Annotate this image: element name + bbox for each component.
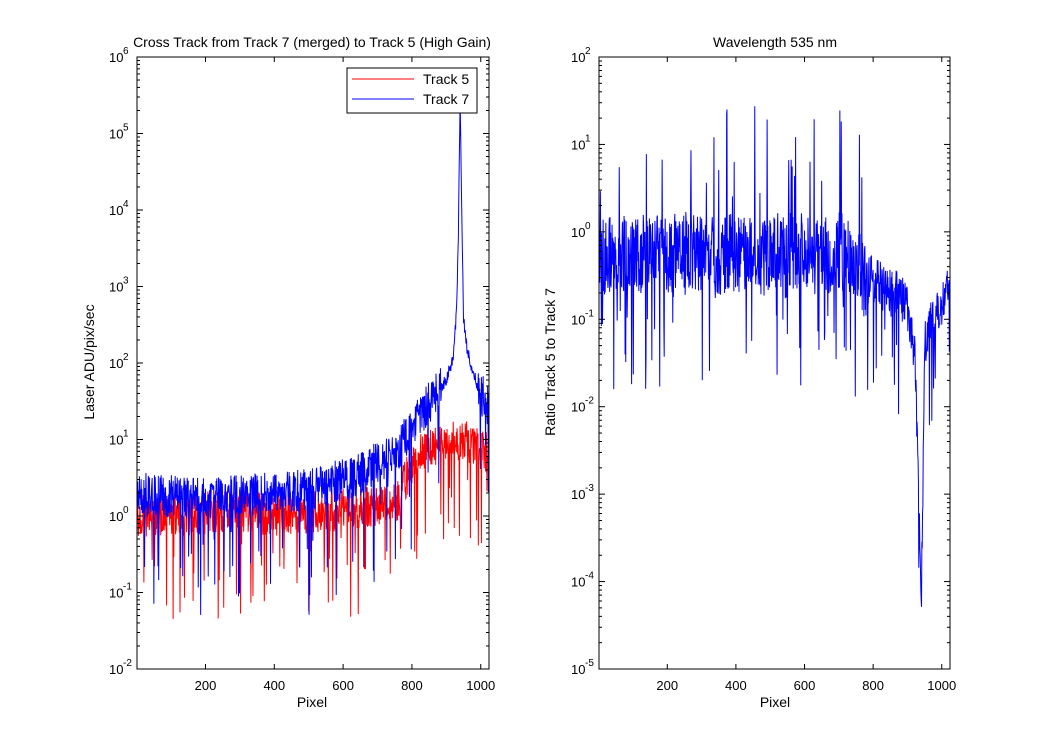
y-tick-label-base: 10: [109, 280, 123, 295]
x-tick-label: 1000: [466, 678, 495, 693]
right-chart-title: Wavelength 535 nm: [713, 34, 837, 50]
y-tick-label-base: 10: [571, 662, 585, 677]
y-tick-label-exponent: 0: [123, 505, 129, 516]
y-tick-label-exponent: 2: [585, 46, 591, 57]
x-tick-label: 600: [794, 678, 816, 693]
y-tick-label-exponent: 1: [123, 429, 129, 440]
y-tick-label-exponent: 4: [123, 199, 129, 210]
legend-label-track-7: Track 7: [423, 91, 469, 107]
y-tick-label-base: 10: [571, 225, 585, 240]
left-chart-legend: Track 5 Track 7: [346, 67, 478, 114]
left-chart-x-ticks: 200 400 600 800 1000: [195, 57, 495, 693]
y-tick-label-exponent: -1: [123, 582, 132, 593]
left-chart-x-axis-label: Pixel: [297, 694, 327, 710]
y-tick-label-exponent: -1: [585, 308, 594, 319]
y-tick-label-exponent: 2: [123, 352, 129, 363]
x-tick-label: 200: [195, 678, 217, 693]
y-tick-label-base: 10: [571, 137, 585, 152]
right-chart-axes-box: [598, 56, 951, 670]
y-tick-label-exponent: 0: [585, 221, 591, 232]
y-tick-label-exponent: -2: [123, 658, 132, 669]
series-line-track-7: [137, 96, 489, 615]
y-tick-label-exponent: 5: [123, 123, 129, 134]
y-tick-label-exponent: -3: [585, 483, 594, 494]
y-tick-label-base: 10: [109, 50, 123, 65]
y-tick-label-base: 10: [571, 575, 585, 590]
y-tick-label-base: 10: [571, 50, 585, 65]
right-chart: Wavelength 535 nm 200 400 600 800 1000 10 -51…: [542, 34, 956, 710]
y-tick-label-exponent: -2: [585, 396, 594, 407]
y-tick-label-exponent: -5: [585, 658, 594, 669]
right-chart-x-ticks: 200 400 600 800 1000: [656, 57, 956, 693]
right-chart-x-axis-label: Pixel: [760, 694, 790, 710]
left-chart-title: Cross Track from Track 7 (merged) to Tra…: [133, 34, 491, 50]
y-tick-label-exponent: 6: [123, 46, 129, 57]
legend-box: [346, 67, 478, 114]
x-tick-label: 1000: [927, 678, 956, 693]
y-tick-label-base: 10: [571, 487, 585, 502]
right-chart-plot-area: [599, 106, 950, 607]
y-tick-label-base: 10: [109, 127, 123, 142]
series-line-1-0: [599, 106, 950, 607]
left-chart-y-axis-label: Laser ADU/pix/sec: [81, 304, 97, 419]
y-tick-label-base: 10: [109, 509, 123, 524]
y-tick-label-base: 10: [109, 356, 123, 371]
y-tick-label-exponent: 1: [585, 133, 591, 144]
y-tick-label-base: 10: [571, 312, 585, 327]
y-tick-label-base: 10: [109, 662, 123, 677]
y-tick-label-base: 10: [109, 203, 123, 218]
x-tick-label: 400: [263, 678, 285, 693]
legend-label-track-5: Track 5: [423, 71, 469, 87]
y-tick-label-exponent: -4: [585, 571, 594, 582]
y-tick-label-exponent: 3: [123, 276, 129, 287]
x-tick-label: 200: [656, 678, 678, 693]
left-chart-plot-area: [137, 96, 489, 619]
y-tick-label-base: 10: [109, 586, 123, 601]
y-tick-label-base: 10: [109, 433, 123, 448]
x-tick-label: 800: [401, 678, 423, 693]
y-tick-label-base: 10: [571, 400, 585, 415]
x-tick-label: 600: [332, 678, 354, 693]
x-tick-label: 400: [725, 678, 747, 693]
right-chart-y-axis-label: Ratio Track 5 to Track 7: [542, 288, 558, 436]
x-tick-label: 800: [862, 678, 884, 693]
left-chart: Cross Track from Track 7 (merged) to Tra…: [81, 34, 495, 710]
